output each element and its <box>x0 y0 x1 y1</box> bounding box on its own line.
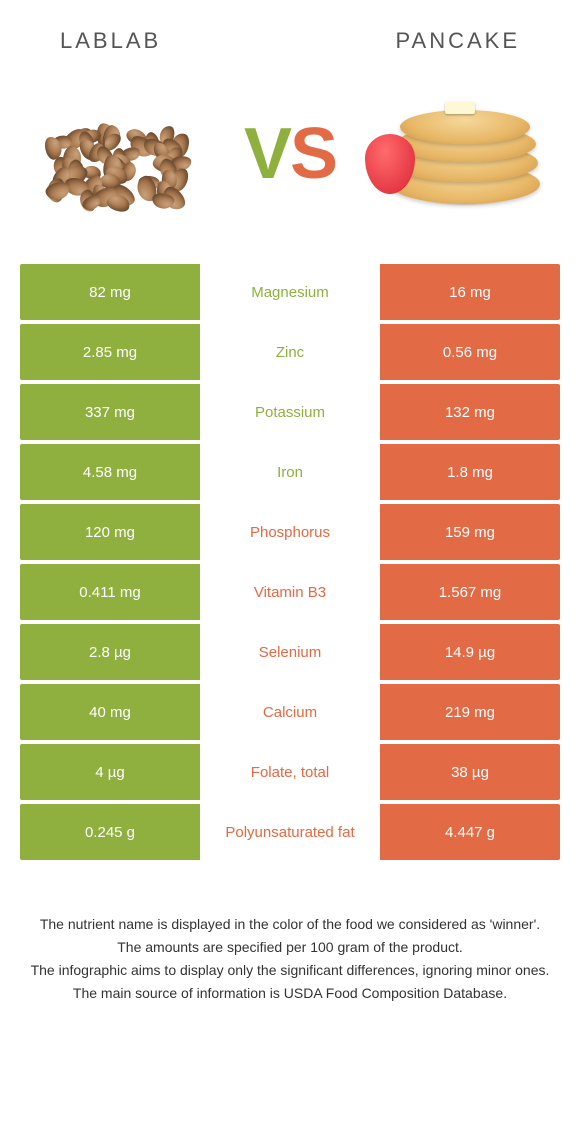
left-value: 2.85 mg <box>20 324 200 380</box>
footnotes: The nutrient name is displayed in the co… <box>0 864 580 1004</box>
lablab-image <box>30 84 210 224</box>
right-food-title: PANCAKE <box>395 28 520 54</box>
comparison-table: 82 mgMagnesium16 mg2.85 mgZinc0.56 mg337… <box>0 254 580 860</box>
nutrient-name: Iron <box>200 444 380 500</box>
footnote-line: The main source of information is USDA F… <box>30 983 550 1004</box>
comparison-row: 40 mgCalcium219 mg <box>20 684 560 740</box>
comparison-row: 0.411 mgVitamin B31.567 mg <box>20 564 560 620</box>
right-value: 16 mg <box>380 264 560 320</box>
right-value: 38 µg <box>380 744 560 800</box>
footnote-line: The amounts are specified per 100 gram o… <box>30 937 550 958</box>
comparison-row: 2.85 mgZinc0.56 mg <box>20 324 560 380</box>
comparison-row: 4.58 mgIron1.8 mg <box>20 444 560 500</box>
vs-v: V <box>244 114 290 194</box>
vs-s: S <box>290 114 336 194</box>
left-value: 4.58 mg <box>20 444 200 500</box>
comparison-row: 2.8 µgSelenium14.9 µg <box>20 624 560 680</box>
nutrient-name: Zinc <box>200 324 380 380</box>
footnote-line: The nutrient name is displayed in the co… <box>30 914 550 935</box>
right-value: 1.8 mg <box>380 444 560 500</box>
right-value: 219 mg <box>380 684 560 740</box>
comparison-row: 4 µgFolate, total38 µg <box>20 744 560 800</box>
hero-section: VS <box>0 74 580 254</box>
nutrient-name: Folate, total <box>200 744 380 800</box>
comparison-row: 0.245 gPolyunsaturated fat4.447 g <box>20 804 560 860</box>
comparison-row: 82 mgMagnesium16 mg <box>20 264 560 320</box>
nutrient-name: Polyunsaturated fat <box>200 804 380 860</box>
right-value: 14.9 µg <box>380 624 560 680</box>
nutrient-name: Calcium <box>200 684 380 740</box>
nutrient-name: Vitamin B3 <box>200 564 380 620</box>
footnote-line: The infographic aims to display only the… <box>30 960 550 981</box>
pancake-image <box>370 84 550 224</box>
right-value: 0.56 mg <box>380 324 560 380</box>
nutrient-name: Selenium <box>200 624 380 680</box>
left-value: 2.8 µg <box>20 624 200 680</box>
nutrient-name: Magnesium <box>200 264 380 320</box>
left-value: 0.411 mg <box>20 564 200 620</box>
right-value: 159 mg <box>380 504 560 560</box>
right-value: 1.567 mg <box>380 564 560 620</box>
left-food-title: LABLAB <box>60 28 161 54</box>
right-value: 132 mg <box>380 384 560 440</box>
left-value: 4 µg <box>20 744 200 800</box>
left-value: 40 mg <box>20 684 200 740</box>
left-value: 337 mg <box>20 384 200 440</box>
nutrient-name: Potassium <box>200 384 380 440</box>
left-value: 0.245 g <box>20 804 200 860</box>
header: LABLAB PANCAKE <box>0 0 580 74</box>
right-value: 4.447 g <box>380 804 560 860</box>
comparison-row: 120 mgPhosphorus159 mg <box>20 504 560 560</box>
comparison-row: 337 mgPotassium132 mg <box>20 384 560 440</box>
left-value: 120 mg <box>20 504 200 560</box>
vs-label: VS <box>244 113 336 195</box>
left-value: 82 mg <box>20 264 200 320</box>
nutrient-name: Phosphorus <box>200 504 380 560</box>
